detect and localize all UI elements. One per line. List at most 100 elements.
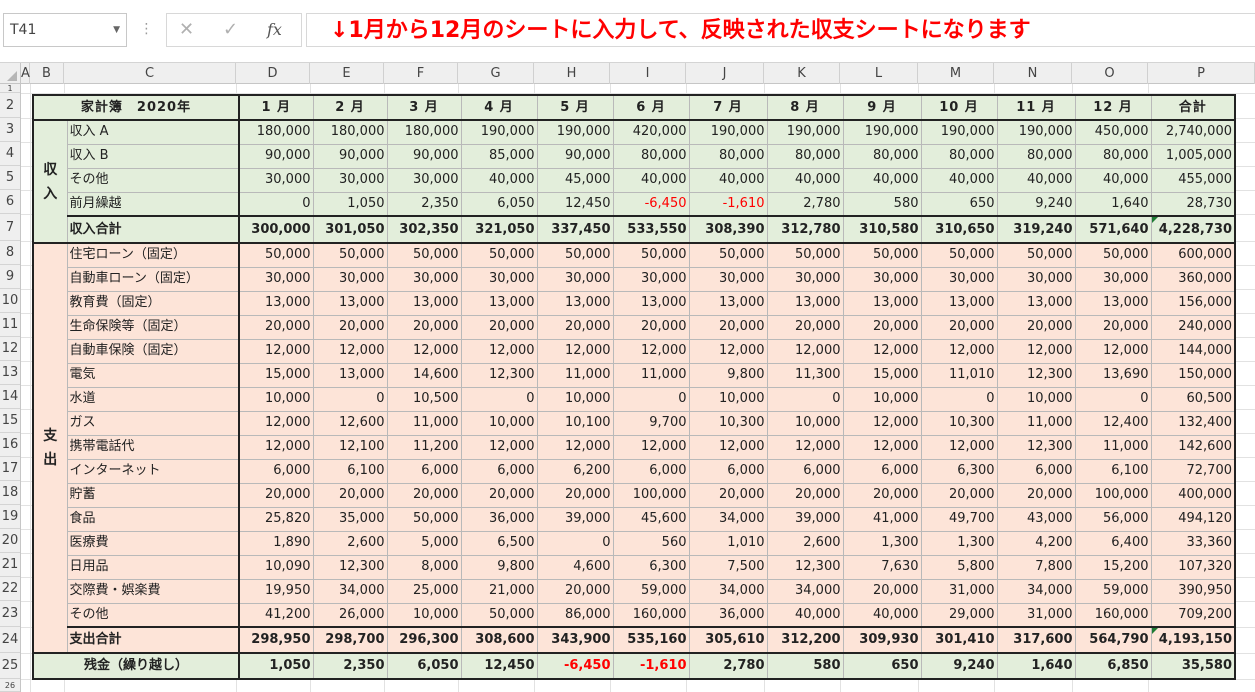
value-cell[interactable]: 6,300: [920, 458, 998, 484]
month-header[interactable]: 10 月: [920, 94, 998, 121]
value-cell[interactable]: 20,000: [766, 482, 844, 508]
value-cell[interactable]: 298,700: [312, 626, 388, 654]
value-cell[interactable]: 6,400: [1074, 530, 1152, 556]
expense-label[interactable]: 交際費・娯楽費: [66, 578, 240, 604]
value-cell[interactable]: 12,000: [612, 338, 690, 364]
value-cell[interactable]: 2,780: [688, 652, 768, 680]
value-cell[interactable]: 150,000: [1150, 362, 1236, 388]
value-cell[interactable]: 6,000: [766, 458, 844, 484]
row-header-26[interactable]: 26: [0, 679, 20, 692]
row-header-20[interactable]: 20: [0, 529, 20, 553]
value-cell[interactable]: 80,000: [688, 143, 768, 169]
value-cell[interactable]: 50,000: [386, 242, 462, 268]
value-cell[interactable]: 343,900: [536, 626, 614, 654]
value-cell[interactable]: 59,000: [612, 578, 690, 604]
row-header-16[interactable]: 16: [0, 433, 20, 457]
value-cell[interactable]: 10,090: [238, 554, 314, 580]
value-cell[interactable]: 13,000: [842, 290, 922, 316]
value-cell[interactable]: 12,000: [920, 434, 998, 460]
value-cell[interactable]: 6,050: [460, 191, 538, 217]
value-cell[interactable]: 310,580: [842, 215, 922, 244]
value-cell[interactable]: 80,000: [842, 143, 922, 169]
value-cell[interactable]: -1,610: [688, 191, 768, 217]
value-cell[interactable]: 40,000: [920, 167, 998, 193]
value-cell[interactable]: 12,000: [460, 434, 538, 460]
value-cell[interactable]: 190,000: [688, 119, 768, 145]
column-header-b[interactable]: B: [30, 63, 64, 84]
value-cell[interactable]: 5,800: [920, 554, 998, 580]
value-cell[interactable]: 1,640: [996, 652, 1076, 680]
value-cell[interactable]: 1,050: [238, 652, 314, 680]
value-cell[interactable]: 10,000: [688, 386, 768, 412]
expense-label[interactable]: 医療費: [66, 530, 240, 556]
value-cell[interactable]: 20,000: [536, 578, 614, 604]
value-cell[interactable]: 190,000: [766, 119, 844, 145]
value-cell[interactable]: 6,850: [1074, 652, 1152, 680]
value-cell[interactable]: 14,600: [386, 362, 462, 388]
value-cell[interactable]: 20,000: [996, 482, 1076, 508]
value-cell[interactable]: 12,000: [842, 410, 922, 436]
value-cell[interactable]: 13,000: [766, 290, 844, 316]
value-cell[interactable]: 30,000: [612, 266, 690, 292]
value-cell[interactable]: 190,000: [996, 119, 1076, 145]
value-cell[interactable]: 10,000: [996, 386, 1076, 412]
row-header-18[interactable]: 18: [0, 481, 20, 505]
month-header[interactable]: 3 月: [386, 94, 462, 121]
value-cell[interactable]: 41,200: [238, 602, 314, 628]
value-cell[interactable]: 11,000: [1074, 434, 1152, 460]
income-total-label[interactable]: 収入合計: [66, 215, 240, 244]
column-header-a[interactable]: A: [21, 63, 30, 84]
value-cell[interactable]: 90,000: [386, 143, 462, 169]
value-cell[interactable]: 43,000: [996, 506, 1076, 532]
expense-label[interactable]: 自動車保険（固定）: [66, 338, 240, 364]
value-cell[interactable]: 50,000: [996, 242, 1076, 268]
value-cell[interactable]: 160,000: [612, 602, 690, 628]
value-cell[interactable]: 20,000: [688, 314, 768, 340]
value-cell[interactable]: 20,000: [688, 482, 768, 508]
expense-label[interactable]: 水道: [66, 386, 240, 412]
value-cell[interactable]: 10,000: [842, 386, 922, 412]
value-cell[interactable]: 560: [612, 530, 690, 556]
value-cell[interactable]: 100,000: [612, 482, 690, 508]
value-cell[interactable]: 29,000: [920, 602, 998, 628]
value-cell[interactable]: 6,000: [842, 458, 922, 484]
value-cell[interactable]: 11,000: [996, 410, 1076, 436]
expense-label[interactable]: インターネット: [66, 458, 240, 484]
value-cell[interactable]: 1,890: [238, 530, 314, 556]
value-cell[interactable]: 35,580: [1150, 652, 1236, 680]
value-cell[interactable]: 6,500: [460, 530, 538, 556]
value-cell[interactable]: 20,000: [536, 314, 614, 340]
value-cell[interactable]: 12,000: [1074, 338, 1152, 364]
row-header-22[interactable]: 22: [0, 577, 20, 601]
expense-label[interactable]: その他: [66, 602, 240, 628]
column-header-m[interactable]: M: [918, 63, 994, 84]
value-cell[interactable]: 39,000: [766, 506, 844, 532]
value-cell[interactable]: 50,000: [842, 242, 922, 268]
value-cell[interactable]: 31,000: [920, 578, 998, 604]
row-header-2[interactable]: 2: [0, 93, 20, 118]
value-cell[interactable]: 2,600: [766, 530, 844, 556]
value-cell[interactable]: 13,000: [312, 290, 388, 316]
value-cell[interactable]: 30,000: [386, 266, 462, 292]
value-cell[interactable]: 10,000: [386, 602, 462, 628]
row-header-1[interactable]: 1: [0, 84, 20, 93]
value-cell[interactable]: 420,000: [612, 119, 690, 145]
value-cell[interactable]: 6,000: [688, 458, 768, 484]
value-cell[interactable]: 30,000: [688, 266, 768, 292]
value-cell[interactable]: 10,000: [536, 386, 614, 412]
value-cell[interactable]: 600,000: [1150, 242, 1236, 268]
value-cell[interactable]: 309,930: [842, 626, 922, 654]
value-cell[interactable]: 0: [536, 530, 614, 556]
value-cell[interactable]: 4,200: [996, 530, 1076, 556]
row-header-14[interactable]: 14: [0, 385, 20, 409]
value-cell[interactable]: 1,010: [688, 530, 768, 556]
value-cell[interactable]: 20,000: [920, 482, 998, 508]
value-cell[interactable]: 20,000: [766, 314, 844, 340]
value-cell[interactable]: 25,820: [238, 506, 314, 532]
value-cell[interactable]: 40,000: [1074, 167, 1152, 193]
income-label[interactable]: 前月繰越: [66, 191, 240, 217]
value-cell[interactable]: 90,000: [238, 143, 314, 169]
value-cell[interactable]: 90,000: [312, 143, 388, 169]
value-cell[interactable]: 6,200: [536, 458, 614, 484]
row-header-19[interactable]: 19: [0, 505, 20, 529]
